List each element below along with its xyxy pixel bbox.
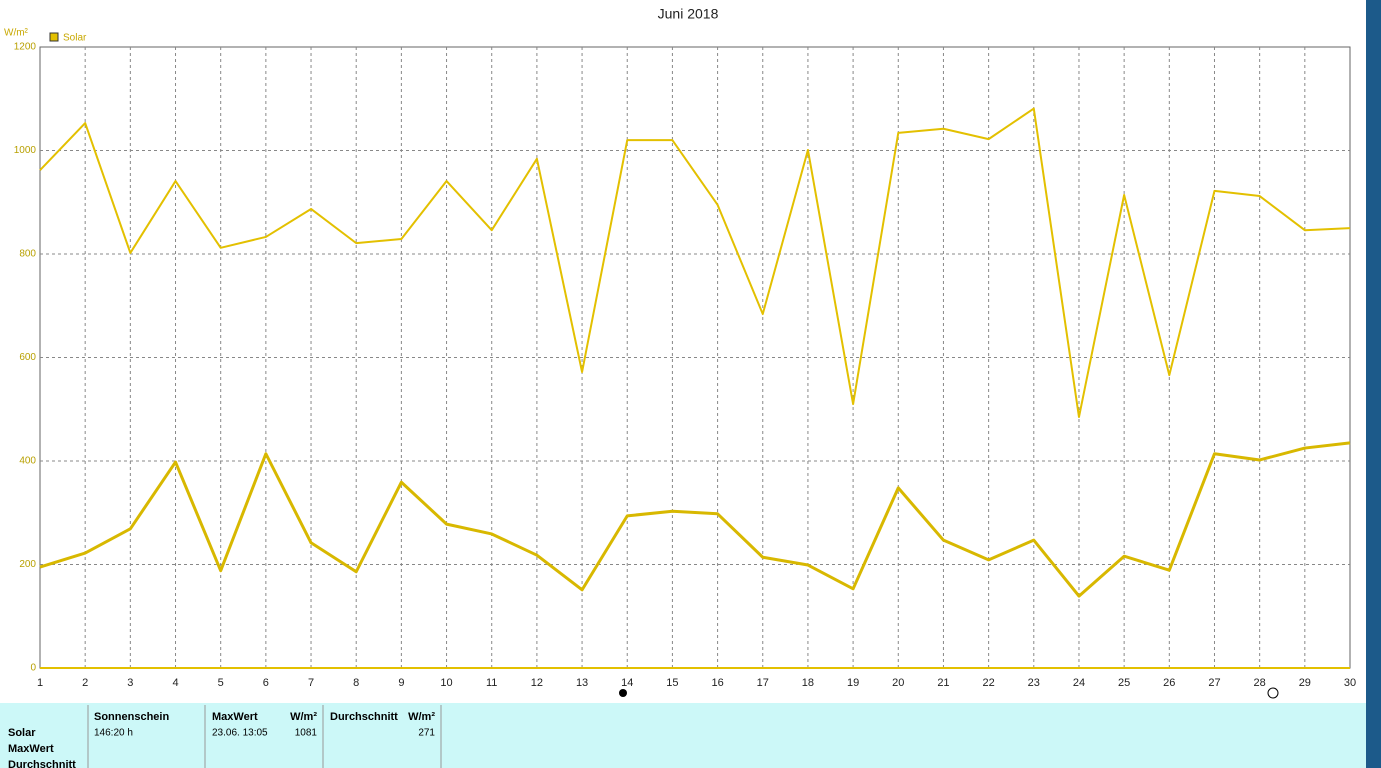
col-header: Sonnenschein: [94, 711, 169, 723]
x-tick-label: 7: [308, 677, 314, 689]
x-tick-label: 22: [982, 677, 994, 689]
y-tick-label: 600: [19, 352, 36, 363]
desktop-strip: [1366, 0, 1381, 768]
cell: 23.06. 13:05: [212, 728, 268, 739]
series-line: [39, 441, 1351, 598]
y-tick-label: 0: [30, 663, 36, 674]
y-tick-label: 800: [19, 249, 36, 260]
series-line: [39, 107, 1351, 419]
cell: 146:20 h: [94, 728, 133, 739]
y-tick-label: 1000: [14, 145, 37, 156]
x-tick-label: 10: [440, 677, 452, 689]
x-tick-label: 20: [892, 677, 904, 689]
row-label: Durchschnitt: [8, 759, 76, 768]
x-tick-label: 23: [1028, 677, 1040, 689]
y-tick-label: 200: [19, 559, 36, 570]
x-tick-label: 16: [711, 677, 723, 689]
moon-full: [1267, 687, 1279, 699]
table-dividers: [87, 705, 442, 768]
x-tick-label: 19: [847, 677, 859, 689]
x-tick-label: 26: [1163, 677, 1175, 689]
x-tick-label: 27: [1208, 677, 1220, 689]
y-axis-label: W/m²: [4, 28, 29, 39]
x-tick-label: 9: [398, 677, 404, 689]
x-tick-label: 11: [486, 677, 497, 689]
x-tick-label: 5: [218, 677, 224, 689]
cell: 271: [418, 728, 435, 739]
x-tick-label: 6: [263, 677, 269, 689]
moon-new: [619, 689, 627, 697]
x-tick-label: 24: [1073, 677, 1085, 689]
x-tick-label: 15: [666, 677, 678, 689]
col-header: Durchschnitt: [330, 711, 398, 723]
x-tick-label: 2: [82, 677, 88, 689]
y-tick-label: 1200: [14, 42, 37, 53]
x-tick-label: 18: [802, 677, 814, 689]
x-tick-label: 25: [1118, 677, 1130, 689]
col-header: MaxWert: [212, 711, 258, 723]
x-tick-label: 8: [353, 677, 359, 689]
x-tick-label: 3: [127, 677, 133, 689]
x-tick-label: 13: [576, 677, 588, 689]
x-tick-label: 21: [937, 677, 949, 689]
legend-label: Solar: [63, 33, 87, 44]
col-unit: W/m²: [408, 711, 435, 723]
x-tick-label: 28: [1254, 677, 1266, 689]
x-tick-label: 12: [531, 677, 543, 689]
x-tick-label: 29: [1299, 677, 1311, 689]
legend-swatch: [49, 32, 59, 42]
stats-table: [0, 703, 1366, 768]
row-label: Solar: [8, 727, 36, 739]
col-unit: W/m²: [290, 711, 317, 723]
row-label: MaxWert: [8, 743, 54, 755]
chart-title: Juni 2018: [658, 6, 719, 22]
x-tick-label: 14: [621, 677, 633, 689]
x-tick-label: 17: [757, 677, 769, 689]
x-tick-label: 30: [1344, 677, 1356, 689]
x-tick-label: 4: [172, 677, 178, 689]
x-tick-label: 1: [37, 677, 43, 689]
y-tick-label: 400: [19, 456, 36, 467]
cell: 1081: [295, 728, 318, 739]
